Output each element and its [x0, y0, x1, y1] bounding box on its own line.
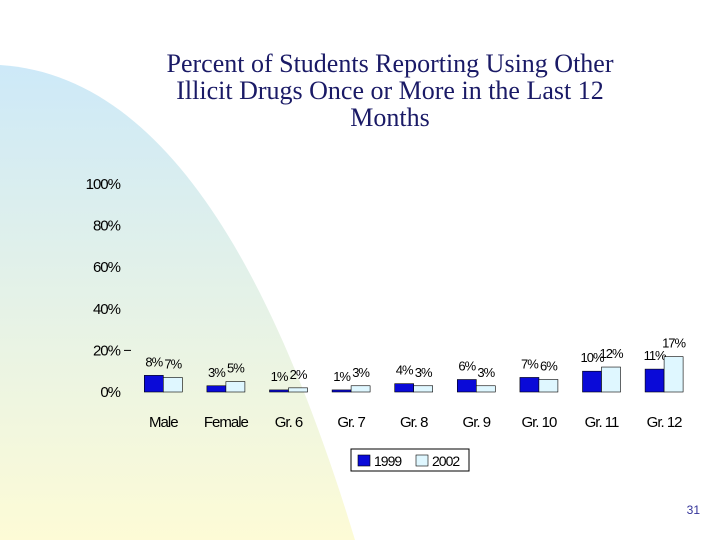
data-label: 3% [352, 365, 370, 380]
data-label: 12% [599, 346, 623, 361]
data-label: 7% [521, 356, 539, 371]
slide-title: Percent of Students Reporting Using Othe… [70, 50, 710, 131]
x-tick-label: Gr. 10 [521, 414, 557, 431]
y-tick-label: 0% [100, 384, 120, 401]
y-tick-label: 100% [86, 176, 121, 193]
bar-2002 [350, 385, 371, 393]
page-number: 31 [686, 503, 700, 517]
x-tick-label: Gr. 11 [585, 414, 619, 431]
bar-2002 [225, 381, 246, 393]
data-label: 11% [644, 348, 667, 363]
bar-1999 [144, 375, 164, 393]
data-label: 17% [662, 336, 686, 351]
bar-2002 [663, 356, 684, 393]
bar-1999 [519, 377, 540, 393]
title-line-1: Percent of Students Reporting Using Othe… [166, 49, 614, 78]
x-tick-label: Gr. 9 [463, 414, 491, 431]
data-label: 4% [396, 363, 414, 378]
legend-box [350, 448, 470, 472]
legend-swatch-1999 [357, 454, 371, 467]
x-tick-label: Gr. 7 [337, 414, 365, 431]
data-label: 6% [458, 359, 476, 374]
bar-1999 [582, 370, 602, 393]
data-label: 3% [208, 365, 226, 380]
x-tick-label: Gr. 6 [275, 414, 303, 431]
y-tick-label: 80% [93, 218, 121, 235]
data-label: 1% [333, 369, 351, 384]
bar-1999 [456, 379, 477, 393]
legend-swatch-2002 [415, 454, 429, 467]
bar-2002 [601, 366, 621, 393]
x-tick-label: Gr. 12 [647, 414, 683, 431]
data-label: 7% [164, 356, 182, 371]
bar-1999 [394, 383, 415, 393]
data-label: 1% [271, 369, 289, 384]
data-label: 10% [580, 350, 604, 365]
legend-label-1999: 1999 [374, 453, 402, 469]
y-tick-label: 40% [93, 301, 121, 318]
bar-2002 [538, 379, 559, 393]
title-line-2: Illicit Drugs Once or More in the Last 1… [176, 76, 604, 105]
bar-2002 [475, 385, 496, 393]
background-swoosh [0, 65, 355, 540]
data-label: 3% [477, 365, 495, 380]
bar-2002 [413, 385, 434, 393]
bar-2002 [288, 387, 308, 393]
bar-1999 [269, 389, 289, 393]
data-label: 6% [540, 359, 558, 374]
data-label: 8% [145, 354, 163, 369]
title-line-3: Months [350, 103, 430, 132]
data-label: 5% [227, 361, 245, 376]
y-tick-label: 60% [93, 259, 121, 276]
bar-1999 [644, 368, 665, 393]
y-tick-label: 20% [93, 342, 121, 359]
x-tick-label: Female [204, 414, 249, 431]
data-label: 2% [290, 367, 308, 382]
data-label: 3% [415, 365, 433, 380]
x-tick-label: Male [149, 414, 178, 431]
bar-1999 [331, 389, 352, 393]
x-tick-label: Gr. 8 [400, 414, 428, 431]
legend-label-2002: 2002 [432, 453, 460, 469]
bar-2002 [163, 377, 183, 393]
bar-1999 [206, 385, 227, 393]
